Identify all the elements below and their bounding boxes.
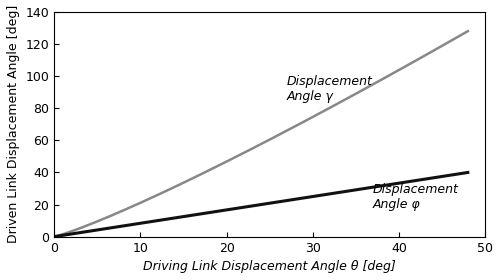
Text: Displacement
Angle γ: Displacement Angle γ bbox=[287, 75, 373, 103]
Text: Displacement
Angle φ: Displacement Angle φ bbox=[373, 183, 459, 211]
X-axis label: Driving Link Displacement Angle θ [deg]: Driving Link Displacement Angle θ [deg] bbox=[144, 260, 396, 273]
Y-axis label: Driven Link Displacement Angle [deg]: Driven Link Displacement Angle [deg] bbox=[7, 5, 20, 243]
